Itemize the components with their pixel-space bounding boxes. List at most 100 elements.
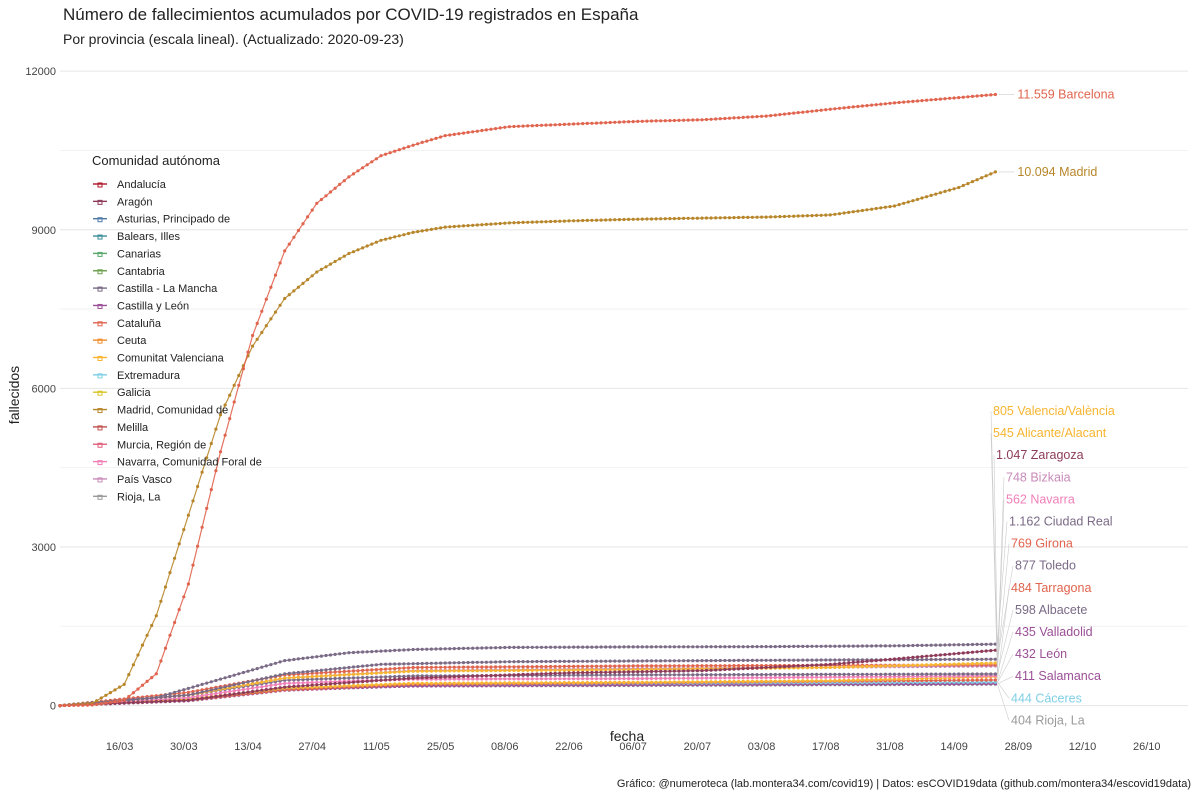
data-point: [943, 657, 947, 662]
data-point: [370, 160, 374, 164]
data-point: [677, 669, 681, 673]
data-point: [792, 675, 796, 680]
data-point: [443, 681, 447, 685]
leader-line: [997, 565, 1014, 660]
data-point: [943, 678, 947, 683]
data-point: [507, 677, 511, 681]
data-point: [805, 663, 810, 668]
data-point: [934, 678, 938, 683]
data-point: [810, 675, 814, 679]
data-point: [640, 645, 644, 649]
data-point: [709, 117, 713, 121]
data-point: [741, 673, 745, 677]
data-point: [338, 652, 342, 656]
data-point: [539, 645, 544, 649]
data-point: [370, 683, 374, 687]
legend-key-marker: [97, 373, 103, 379]
data-point: [746, 215, 750, 219]
data-point: [627, 673, 631, 677]
data-point: [475, 681, 479, 685]
data-point: [572, 664, 576, 669]
data-point: [704, 680, 709, 684]
data-point: [361, 672, 365, 676]
data-point: [182, 688, 186, 692]
data-point: [356, 683, 360, 688]
data-point: [466, 681, 470, 685]
data-point: [938, 657, 943, 662]
x-tick-label: 08/06: [491, 741, 519, 753]
data-point: [943, 189, 947, 193]
data-point: [429, 669, 433, 673]
data-point: [549, 668, 553, 672]
data-point: [961, 662, 965, 666]
legend-key-marker: [97, 303, 103, 309]
data-point: [461, 674, 466, 679]
data-point: [457, 681, 461, 685]
data-point: [865, 644, 869, 648]
data-point: [356, 248, 360, 252]
data-point: [471, 646, 475, 650]
data-point: [544, 123, 548, 127]
data-point: [984, 678, 988, 682]
data-point: [741, 676, 745, 680]
data-point: [136, 687, 140, 691]
data-point: [420, 229, 424, 233]
data-point: [191, 685, 195, 689]
grid: [60, 70, 1188, 707]
data-point: [122, 698, 126, 702]
data-point: [287, 293, 291, 297]
data-point: [315, 201, 319, 205]
data-point: [484, 660, 488, 664]
data-point: [792, 214, 796, 218]
data-point: [306, 677, 310, 682]
y-tick-label: 12000: [25, 66, 56, 78]
data-point: [429, 675, 433, 680]
data-point: [828, 679, 832, 683]
data-point: [553, 681, 557, 685]
data-point: [397, 666, 401, 670]
data-point: [585, 668, 589, 672]
data-point: [737, 664, 741, 668]
data-point: [457, 677, 461, 681]
data-point: [251, 679, 255, 683]
data-point: [324, 685, 328, 689]
data-point: [296, 285, 300, 289]
data-point: [755, 673, 759, 677]
data-point: [925, 674, 929, 679]
data-point: [503, 645, 507, 650]
data-point: [558, 677, 562, 681]
data-point: [397, 677, 401, 681]
data-point: [393, 682, 397, 686]
series-zaragoza: [58, 648, 998, 708]
data-point: [576, 122, 580, 126]
data-point: [938, 643, 943, 647]
data-point: [801, 679, 805, 683]
data-point: [613, 645, 617, 649]
data-point: [649, 119, 654, 123]
data-point: [723, 680, 727, 684]
data-point: [246, 687, 250, 691]
data-point: [315, 669, 319, 673]
data-point: [984, 649, 988, 653]
data-point: [471, 669, 475, 673]
data-point: [659, 217, 663, 221]
data-point: [810, 644, 814, 648]
data-point: [833, 644, 837, 648]
data-point: [879, 672, 883, 676]
data-point: [668, 669, 672, 673]
data-point: [251, 333, 255, 338]
data-point: [306, 215, 310, 219]
data-point: [498, 673, 502, 677]
data-point: [163, 693, 168, 697]
data-point: [828, 658, 832, 662]
data-point: [310, 680, 314, 685]
data-point: [948, 678, 952, 682]
data-point: [342, 254, 346, 258]
data-point: [90, 703, 94, 707]
data-point: [732, 673, 736, 677]
data-point: [929, 193, 933, 197]
data-point: [952, 643, 956, 647]
data-point: [842, 675, 846, 679]
data-point: [319, 677, 323, 681]
data-point: [934, 643, 938, 647]
